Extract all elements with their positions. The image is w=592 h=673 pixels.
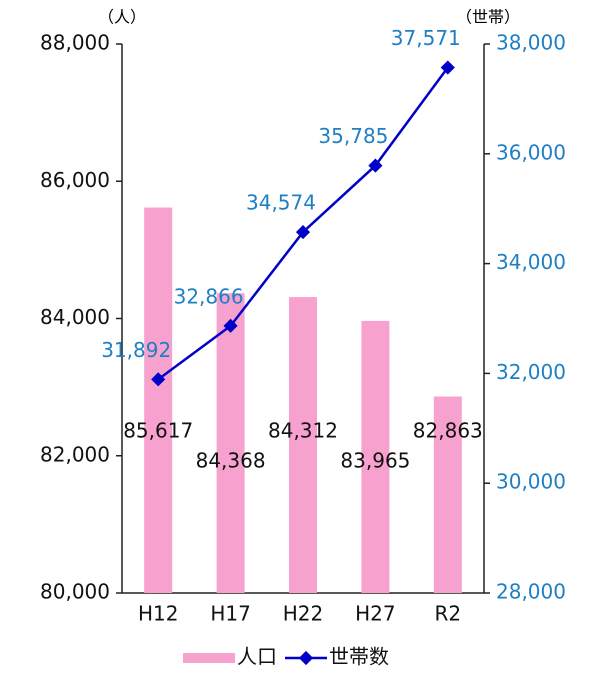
y-tick-label: 82,000 bbox=[40, 442, 110, 466]
y2-tick-label: 28,000 bbox=[496, 580, 566, 604]
y2-tick-label: 38,000 bbox=[496, 31, 566, 55]
data-label: 34,574 bbox=[246, 191, 316, 215]
x-tick-label: H27 bbox=[355, 602, 396, 626]
y2-axis-label: （世帯） bbox=[456, 8, 520, 27]
y2-tick-label: 32,000 bbox=[496, 360, 566, 384]
y2-tick-label: 30,000 bbox=[496, 470, 566, 494]
y-axis-label: （人） bbox=[98, 8, 146, 27]
data-label: 37,571 bbox=[391, 26, 461, 50]
y-tick-label: 84,000 bbox=[40, 305, 110, 329]
marker bbox=[295, 225, 311, 240]
data-label: 35,785 bbox=[318, 124, 388, 148]
x-tick-label: R2 bbox=[434, 602, 461, 626]
bar bbox=[144, 207, 173, 593]
x-tick-label: H22 bbox=[283, 602, 324, 626]
x-tick-label: H12 bbox=[138, 602, 179, 626]
data-label: 85,617 bbox=[123, 419, 193, 443]
y-tick-label: 86,000 bbox=[40, 168, 110, 192]
bar bbox=[433, 396, 462, 593]
marker bbox=[368, 158, 383, 173]
bar bbox=[216, 293, 245, 593]
bar bbox=[289, 297, 317, 593]
marker bbox=[223, 318, 238, 333]
data-label: 84,312 bbox=[268, 419, 338, 443]
data-label: 84,368 bbox=[196, 449, 266, 473]
legend-label: 人口 bbox=[237, 645, 277, 669]
y2-tick-label: 36,000 bbox=[496, 140, 566, 164]
data-label: 32,866 bbox=[174, 284, 244, 308]
y2-tick-label: 34,000 bbox=[496, 250, 566, 274]
data-label: 82,863 bbox=[413, 419, 483, 443]
marker bbox=[440, 60, 455, 75]
legend-label: 世帯数 bbox=[329, 645, 389, 669]
data-label: 83,965 bbox=[340, 449, 410, 473]
data-label: 31,892 bbox=[101, 338, 171, 362]
bar bbox=[361, 320, 390, 593]
marker bbox=[151, 372, 166, 387]
x-tick-label: H17 bbox=[210, 602, 251, 626]
y-tick-label: 80,000 bbox=[40, 580, 110, 604]
legend-swatch bbox=[183, 653, 235, 663]
y-tick-label: 88,000 bbox=[40, 31, 110, 55]
legend-marker bbox=[298, 650, 314, 666]
